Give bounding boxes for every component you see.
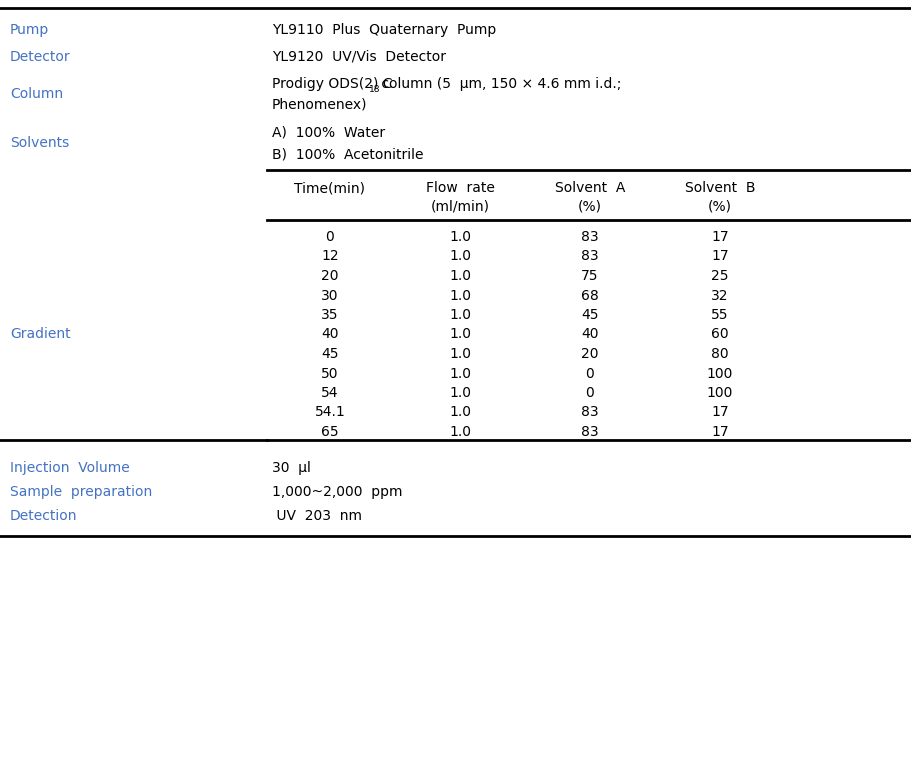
Text: 54: 54	[322, 386, 339, 400]
Text: 0: 0	[325, 230, 334, 244]
Text: Column: Column	[10, 87, 63, 101]
Text: Injection  Volume: Injection Volume	[10, 461, 129, 475]
Text: B)  100%  Acetonitrile: B) 100% Acetonitrile	[272, 147, 424, 161]
Text: 68: 68	[581, 289, 599, 302]
Text: 83: 83	[581, 249, 599, 264]
Text: 50: 50	[322, 367, 339, 381]
Text: 83: 83	[581, 406, 599, 419]
Text: 83: 83	[581, 425, 599, 439]
Text: 45: 45	[322, 347, 339, 361]
Text: 20: 20	[322, 269, 339, 283]
Text: 1.0: 1.0	[449, 308, 471, 322]
Text: 55: 55	[711, 308, 729, 322]
Text: UV  203  nm: UV 203 nm	[272, 509, 362, 523]
Text: 17: 17	[711, 425, 729, 439]
Text: A)  100%  Water: A) 100% Water	[272, 125, 385, 139]
Text: 1.0: 1.0	[449, 327, 471, 342]
Text: Solvent  A: Solvent A	[555, 181, 625, 195]
Text: 100: 100	[707, 367, 733, 381]
Text: 1.0: 1.0	[449, 347, 471, 361]
Text: 1,000~2,000  ppm: 1,000~2,000 ppm	[272, 485, 403, 499]
Text: Time(min): Time(min)	[294, 181, 365, 195]
Text: 35: 35	[322, 308, 339, 322]
Text: 100: 100	[707, 386, 733, 400]
Text: 1.0: 1.0	[449, 386, 471, 400]
Text: Gradient: Gradient	[10, 327, 71, 342]
Text: 20: 20	[581, 347, 599, 361]
Text: 40: 40	[322, 327, 339, 342]
Text: Prodigy ODS(2) C: Prodigy ODS(2) C	[272, 77, 393, 91]
Text: 18: 18	[369, 84, 380, 93]
Text: 80: 80	[711, 347, 729, 361]
Text: Solvents: Solvents	[10, 136, 69, 150]
Text: column (5  μm, 150 × 4.6 mm i.d.;: column (5 μm, 150 × 4.6 mm i.d.;	[376, 77, 621, 91]
Text: 54.1: 54.1	[314, 406, 345, 419]
Text: 60: 60	[711, 327, 729, 342]
Text: (%): (%)	[578, 200, 602, 214]
Text: 17: 17	[711, 249, 729, 264]
Text: Solvent  B: Solvent B	[685, 181, 755, 195]
Text: 32: 32	[711, 289, 729, 302]
Text: 1.0: 1.0	[449, 249, 471, 264]
Text: 17: 17	[711, 406, 729, 419]
Text: Detection: Detection	[10, 509, 77, 523]
Text: 17: 17	[711, 230, 729, 244]
Text: Pump: Pump	[10, 23, 49, 37]
Text: 30  μl: 30 μl	[272, 461, 311, 475]
Text: 75: 75	[581, 269, 599, 283]
Text: 1.0: 1.0	[449, 406, 471, 419]
Text: YL9110  Plus  Quaternary  Pump: YL9110 Plus Quaternary Pump	[272, 23, 496, 37]
Text: 83: 83	[581, 230, 599, 244]
Text: 65: 65	[322, 425, 339, 439]
Text: 25: 25	[711, 269, 729, 283]
Text: 1.0: 1.0	[449, 269, 471, 283]
Text: 45: 45	[581, 308, 599, 322]
Text: YL9120  UV/Vis  Detector: YL9120 UV/Vis Detector	[272, 50, 446, 64]
Text: Detector: Detector	[10, 50, 71, 64]
Text: 1.0: 1.0	[449, 230, 471, 244]
Text: Sample  preparation: Sample preparation	[10, 485, 152, 499]
Text: 0: 0	[586, 367, 594, 381]
Text: 30: 30	[322, 289, 339, 302]
Text: Phenomenex): Phenomenex)	[272, 97, 367, 111]
Text: 1.0: 1.0	[449, 289, 471, 302]
Text: 1.0: 1.0	[449, 367, 471, 381]
Text: 1.0: 1.0	[449, 425, 471, 439]
Text: Flow  rate: Flow rate	[425, 181, 495, 195]
Text: (ml/min): (ml/min)	[431, 200, 489, 214]
Text: 40: 40	[581, 327, 599, 342]
Text: 12: 12	[322, 249, 339, 264]
Text: (%): (%)	[708, 200, 732, 214]
Text: 0: 0	[586, 386, 594, 400]
